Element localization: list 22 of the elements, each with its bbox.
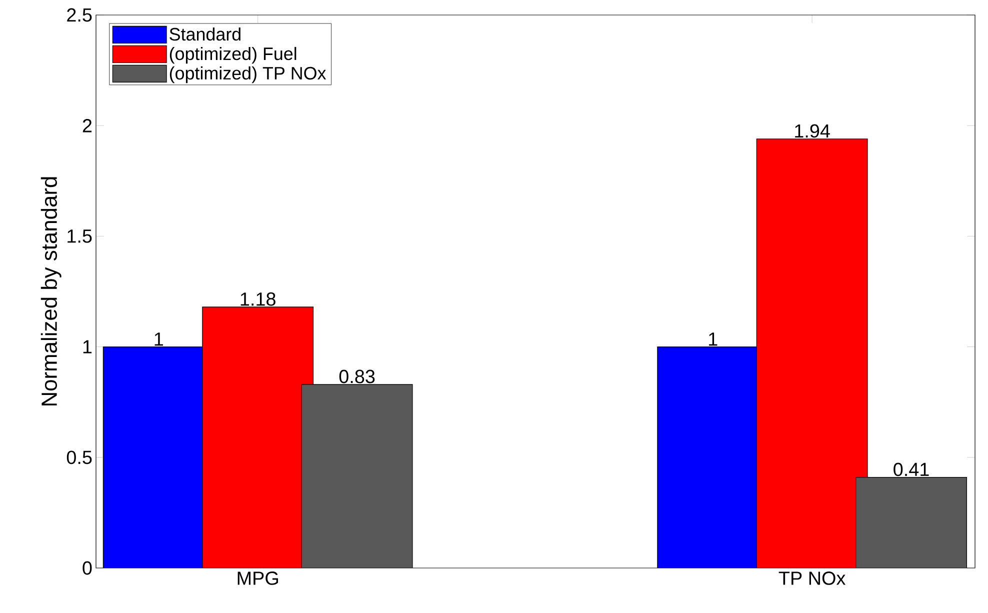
data-label: 1.94: [795, 124, 830, 138]
bar: [856, 477, 967, 568]
data-label: 1.18: [240, 292, 276, 306]
y-tick-label: 0.5: [66, 450, 92, 464]
bar: [301, 384, 413, 568]
y-tick-label: 0: [82, 561, 92, 575]
y-tick-label: 2: [82, 118, 92, 132]
legend-label: (optimized) Fuel: [170, 46, 296, 64]
y-axis-title: Normalized by standard: [40, 177, 62, 406]
y-tick-label: 1.5: [68, 230, 92, 243]
y-tick-label: 1: [83, 340, 92, 354]
data-label: 1: [154, 332, 163, 346]
data-label: 0.83: [339, 370, 375, 384]
y-tick-label: 2.5: [67, 8, 92, 22]
legend-label: Standard: [170, 27, 240, 41]
data-label: 1: [709, 332, 718, 346]
bar: [756, 138, 868, 568]
legend-label: (optimized) TP NOx: [170, 66, 326, 84]
data-label: 0.41: [894, 462, 929, 476]
x-tick-label: MPG: [238, 572, 278, 585]
bar: [202, 306, 314, 568]
x-tick-label: TP NOx: [778, 572, 846, 585]
